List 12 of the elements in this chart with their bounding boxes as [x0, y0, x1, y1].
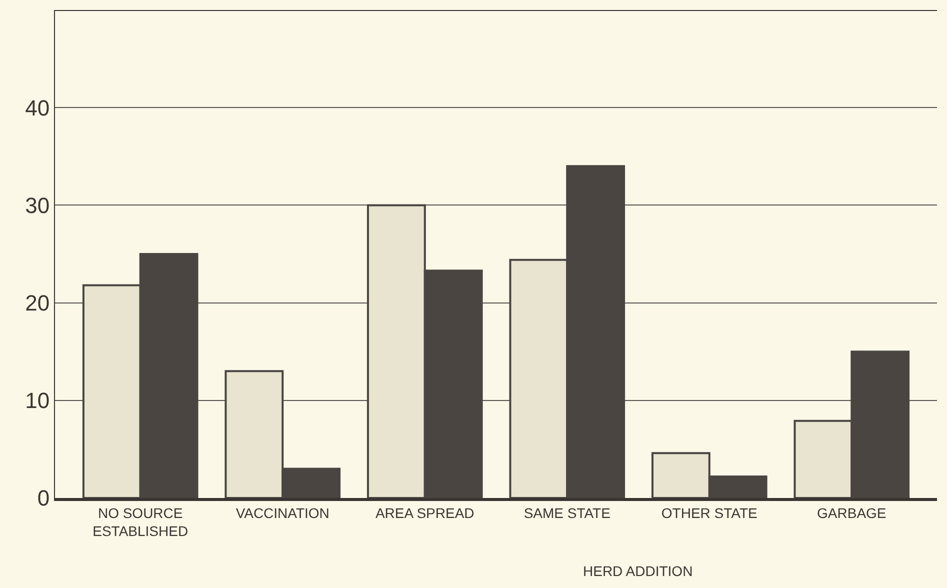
x-tick-label: SAME STATE	[524, 504, 610, 521]
y-tick-label: 0	[37, 486, 50, 511]
x-tick-label: VACCINATION	[236, 504, 330, 521]
x-tick-label: AREA SPREAD	[375, 504, 474, 521]
y-tick-label: 40	[25, 95, 50, 120]
text: HERD ADDITION	[583, 563, 693, 579]
y-tick-label: 20	[25, 290, 50, 316]
x-tick-label: OTHER STATE	[661, 504, 758, 521]
x-tick-label: GARBAGE	[817, 504, 886, 521]
y-tick-label: 10	[25, 388, 50, 414]
x-tick-label: NO SOURCE ESTABLISHED	[92, 504, 188, 539]
y-tick-label: 30	[25, 192, 50, 218]
